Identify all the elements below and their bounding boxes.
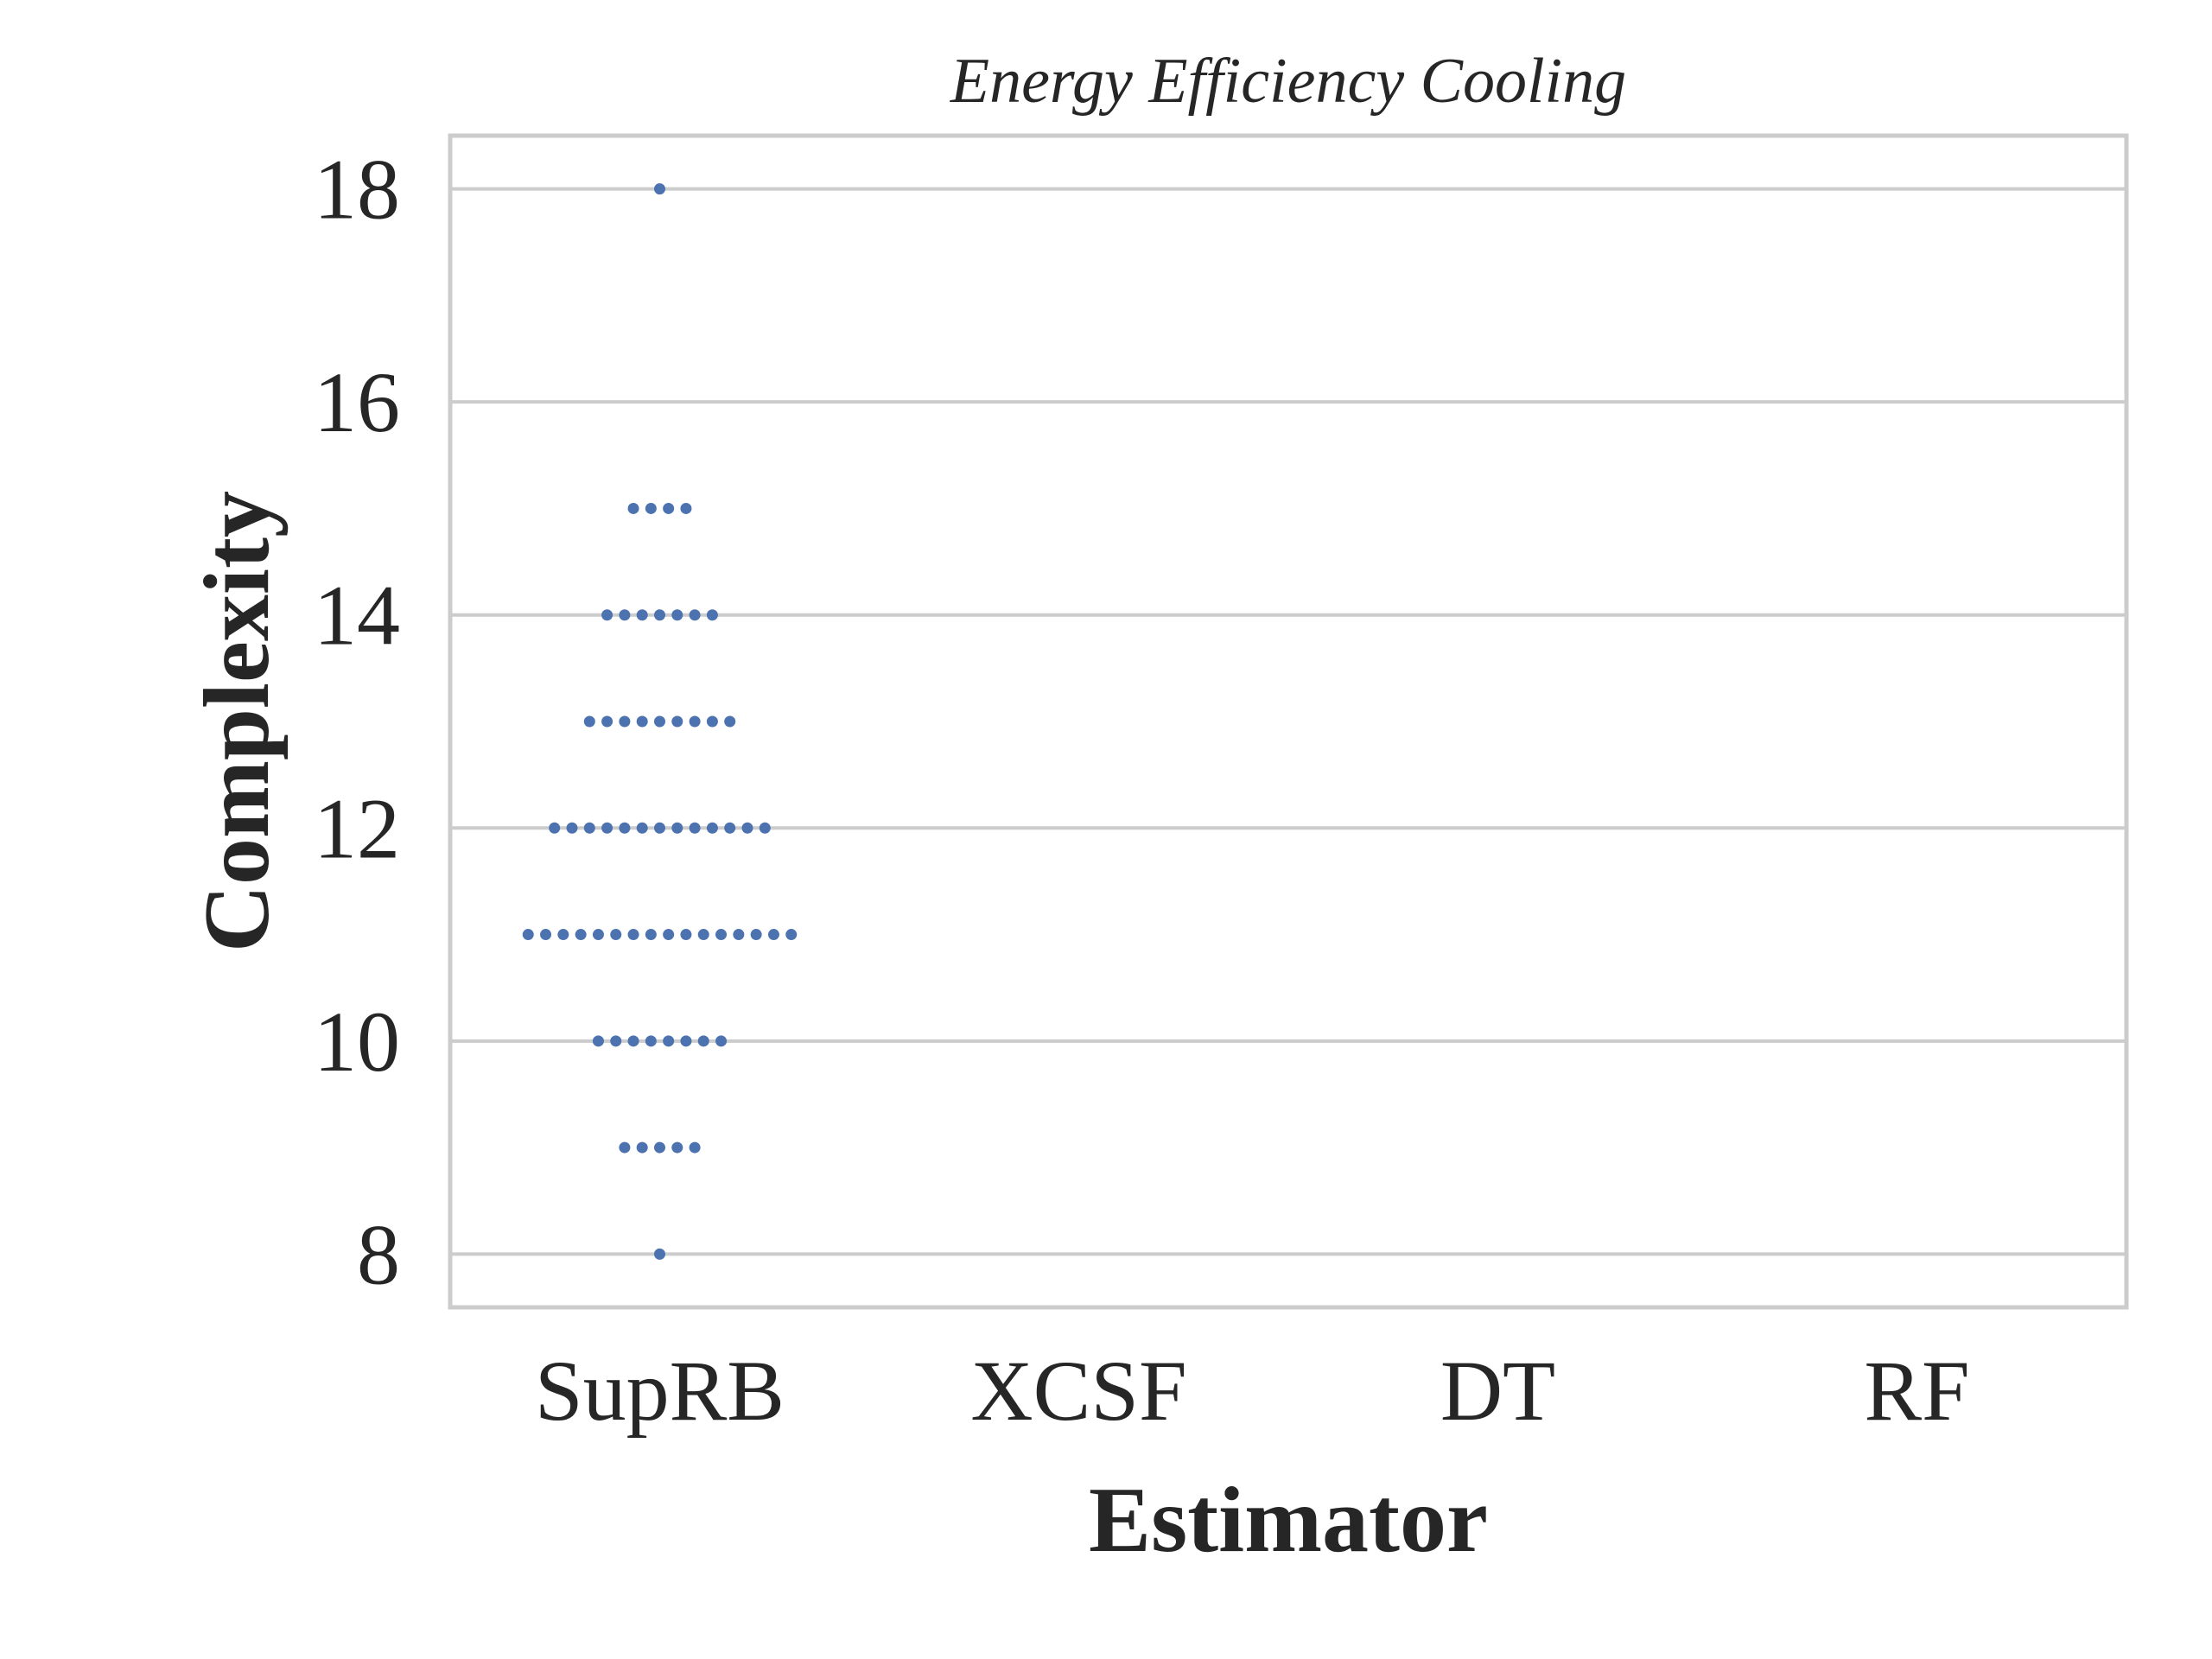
data-point (540, 929, 552, 941)
data-point (522, 929, 534, 941)
data-point (601, 715, 613, 728)
data-point (741, 822, 753, 834)
data-point (706, 822, 718, 834)
data-point (654, 715, 665, 728)
data-point (636, 1141, 648, 1154)
y-tick-label: 10 (314, 994, 400, 1090)
data-point (663, 1035, 675, 1047)
chart-title: Energy Efficiency Cooling (950, 46, 1626, 117)
data-point (583, 822, 595, 834)
data-point (654, 609, 665, 621)
data-point (671, 822, 683, 834)
data-point (654, 822, 665, 834)
data-point (671, 1141, 683, 1154)
data-points (522, 183, 798, 1260)
data-point (671, 609, 683, 621)
data-point (689, 822, 701, 834)
data-point (680, 1035, 692, 1047)
data-point (610, 929, 622, 941)
data-point (645, 502, 657, 514)
data-point (697, 1035, 709, 1047)
data-point (592, 1035, 604, 1047)
y-tick-labels: 8 10 12 14 16 18 (314, 142, 400, 1303)
plot-area-frame (448, 133, 2129, 1310)
x-axis-label: Estimator (1089, 1469, 1488, 1572)
x-tick-label-xcsf: XCSF (970, 1343, 1186, 1439)
data-point (706, 715, 718, 728)
x-tick-labels: SupRB XCSF DT RF (535, 1343, 1970, 1439)
data-point (733, 929, 745, 941)
data-point (663, 929, 675, 941)
data-point (767, 929, 779, 941)
data-point (663, 502, 675, 514)
y-axis-label: Complexity (186, 491, 289, 952)
data-point (627, 502, 639, 514)
data-point (601, 822, 613, 834)
data-point (557, 929, 569, 941)
data-point (627, 1035, 639, 1047)
data-point (619, 1141, 631, 1154)
data-point (619, 609, 631, 621)
data-point (689, 609, 701, 621)
data-point (636, 609, 648, 621)
x-tick-label-dt: DT (1440, 1343, 1555, 1439)
gridlines (450, 187, 2126, 1256)
data-point (785, 929, 798, 941)
data-point (671, 715, 683, 728)
x-tick-label-suprb: SupRB (535, 1343, 785, 1439)
data-point (697, 929, 709, 941)
data-point (706, 609, 718, 621)
data-point (575, 929, 587, 941)
data-point (566, 822, 578, 834)
data-point (715, 929, 728, 941)
y-tick-label: 18 (314, 142, 400, 238)
data-point (750, 929, 762, 941)
data-point (645, 929, 657, 941)
data-point (583, 715, 595, 728)
data-point (724, 822, 736, 834)
data-point (601, 609, 613, 621)
data-point (715, 1035, 728, 1047)
data-point (636, 715, 648, 728)
data-point (724, 715, 736, 728)
data-point (759, 822, 771, 834)
y-tick-label: 8 (357, 1206, 400, 1302)
data-point (654, 1141, 665, 1154)
data-point (619, 822, 631, 834)
data-point (549, 822, 561, 834)
data-point (592, 929, 604, 941)
data-point (619, 715, 631, 728)
data-point (627, 929, 639, 941)
data-point (654, 1248, 665, 1260)
data-point (680, 929, 692, 941)
y-tick-label: 14 (314, 568, 400, 664)
data-point (689, 715, 701, 728)
data-point (636, 822, 648, 834)
data-point (610, 1035, 622, 1047)
y-tick-label: 12 (314, 780, 400, 876)
x-tick-label-rf: RF (1864, 1343, 1969, 1439)
data-point (654, 183, 665, 195)
data-point (645, 1035, 657, 1047)
data-point (680, 502, 692, 514)
y-tick-label: 16 (314, 354, 400, 450)
data-point (689, 1141, 701, 1154)
